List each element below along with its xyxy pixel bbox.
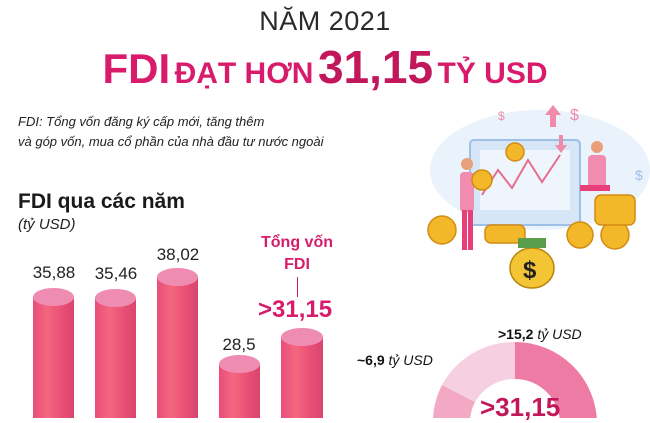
bar-4 bbox=[219, 355, 260, 418]
svg-text:$: $ bbox=[635, 167, 643, 183]
bar-cap bbox=[95, 289, 136, 307]
year-label: NĂM 2021 bbox=[259, 6, 391, 36]
bar-label-2: 35,46 bbox=[94, 264, 138, 283]
bar-label-3: 38,02 bbox=[156, 245, 200, 264]
total-fdi-label: Tổng vốn FDI bbox=[261, 234, 333, 273]
headline-fdi: FDI bbox=[102, 45, 171, 92]
headline: FDI ĐẠT HƠN 31,15 TỶ USD bbox=[0, 40, 650, 94]
total-connector-line bbox=[297, 277, 298, 297]
headline-number: 31,15 bbox=[317, 41, 434, 93]
chart-title: FDI qua các năm bbox=[18, 190, 185, 213]
note-line-2: và góp vốn, mua cổ phần của nhà đầu tư n… bbox=[18, 134, 324, 149]
note-line-1: FDI: Tổng vốn đăng ký cấp mới, tăng thêm bbox=[18, 114, 265, 129]
bar-3 bbox=[157, 268, 198, 418]
bar-5-total bbox=[281, 328, 323, 418]
investment-illustration: $ $ $ $ bbox=[427, 105, 650, 289]
donut-chart bbox=[433, 341, 597, 418]
bar-1 bbox=[33, 288, 74, 418]
svg-text:$: $ bbox=[498, 109, 505, 123]
bar-label-4: 28,5 bbox=[222, 335, 256, 354]
total-fdi-value: >31,15 bbox=[258, 296, 333, 323]
headline-dat-hon: ĐẠT HƠN bbox=[174, 57, 314, 90]
bar-cap bbox=[33, 288, 74, 306]
bar-cap bbox=[281, 328, 323, 346]
chart-unit: (tỷ USD) bbox=[18, 216, 76, 233]
bar-cap bbox=[219, 355, 260, 373]
bar-cap bbox=[157, 268, 198, 286]
bar-label-1: 35,88 bbox=[32, 263, 76, 282]
definition-note: FDI: Tổng vốn đăng ký cấp mới, tăng thêm… bbox=[18, 112, 324, 152]
donut-label-added-capital: ~6,9 tỷ USD bbox=[357, 352, 433, 368]
donut-center-value: >31,15 bbox=[480, 392, 561, 422]
svg-text:$: $ bbox=[523, 257, 537, 284]
headline-unit: TỶ USD bbox=[437, 57, 548, 90]
donut-label-new-capital: >15,2 tỷ USD bbox=[498, 326, 582, 342]
bar-2 bbox=[95, 289, 136, 418]
svg-text:$: $ bbox=[570, 107, 579, 124]
